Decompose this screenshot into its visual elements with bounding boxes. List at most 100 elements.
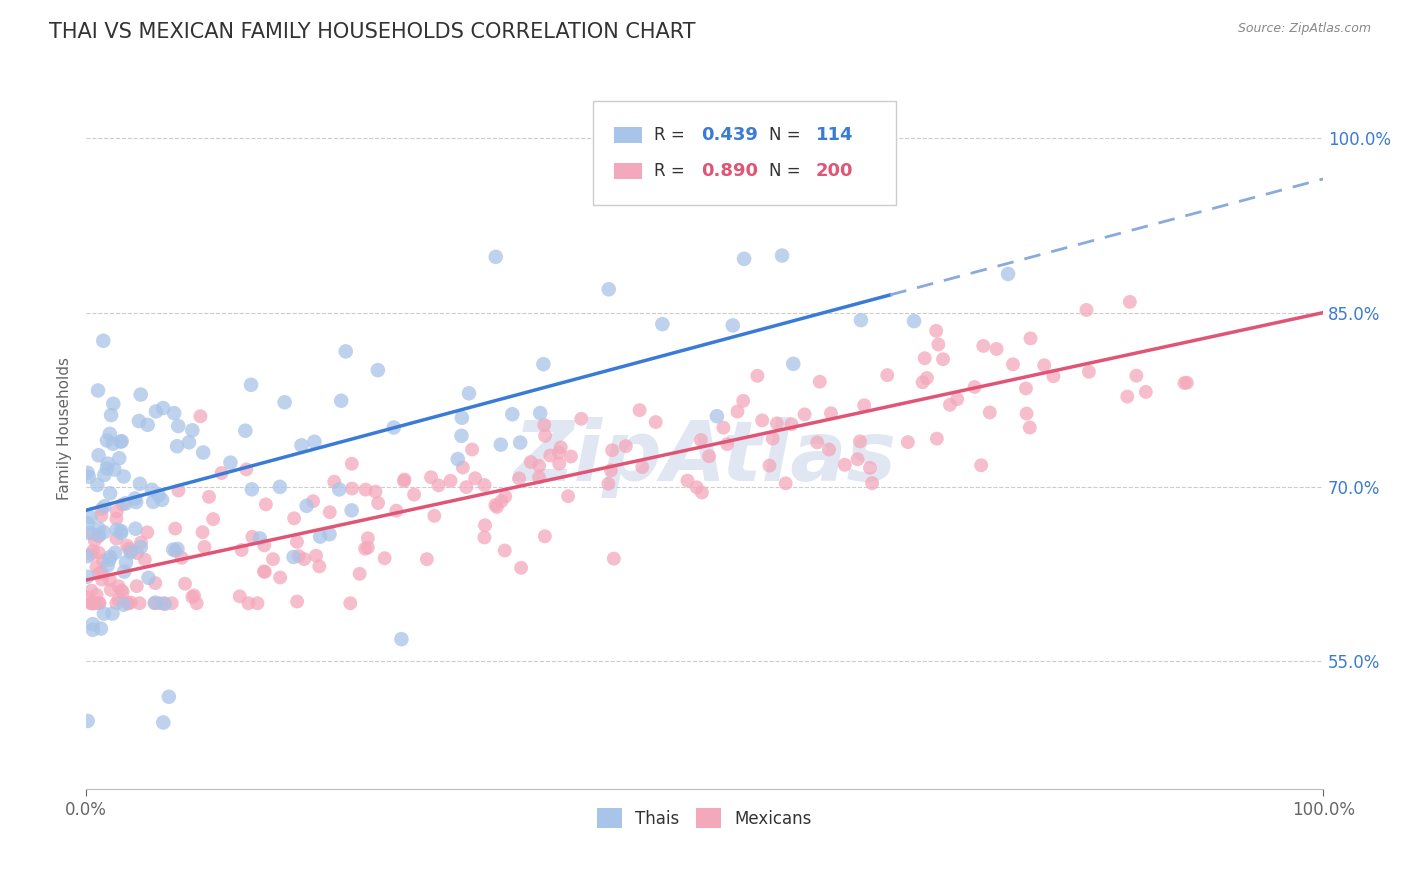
- Point: [569, 412, 592, 426]
- Point: [550, 441, 572, 455]
- Point: [447, 452, 470, 467]
- Point: [82, 623, 104, 637]
- Point: [107, 579, 129, 593]
- Point: [392, 474, 415, 488]
- Text: ZipAtlas: ZipAtlas: [513, 417, 896, 499]
- Point: [775, 476, 797, 491]
- Point: [90, 502, 112, 516]
- Point: [548, 445, 571, 459]
- Point: [128, 414, 150, 428]
- Point: [292, 552, 315, 566]
- Point: [339, 596, 361, 610]
- Point: [751, 413, 773, 427]
- Point: [491, 494, 513, 508]
- Point: [305, 549, 328, 563]
- Point: [330, 393, 353, 408]
- Point: [181, 423, 204, 437]
- Point: [103, 462, 125, 476]
- Text: 0.439: 0.439: [702, 126, 758, 144]
- Point: [283, 511, 305, 525]
- Point: [167, 419, 190, 434]
- Point: [125, 495, 148, 509]
- Point: [86, 560, 108, 574]
- Point: [808, 375, 831, 389]
- Text: Source: ZipAtlas.com: Source: ZipAtlas.com: [1237, 22, 1371, 36]
- Point: [86, 478, 108, 492]
- Point: [538, 449, 561, 463]
- Point: [249, 532, 271, 546]
- Point: [364, 484, 387, 499]
- Point: [269, 570, 291, 584]
- Point: [98, 486, 121, 500]
- Point: [177, 435, 200, 450]
- Point: [105, 504, 128, 518]
- Point: [416, 552, 439, 566]
- Text: R =: R =: [654, 161, 690, 180]
- Point: [1015, 407, 1038, 421]
- Point: [519, 455, 541, 469]
- Point: [283, 549, 305, 564]
- Point: [152, 715, 174, 730]
- Point: [125, 579, 148, 593]
- FancyBboxPatch shape: [614, 127, 641, 143]
- Point: [354, 483, 377, 497]
- Point: [128, 476, 150, 491]
- Point: [105, 532, 128, 546]
- Point: [925, 324, 948, 338]
- Point: [145, 404, 167, 418]
- Point: [706, 409, 728, 424]
- Point: [834, 458, 856, 472]
- Point: [328, 483, 350, 497]
- Point: [93, 500, 115, 514]
- Point: [464, 471, 486, 485]
- Point: [157, 690, 180, 704]
- Point: [87, 528, 110, 542]
- Point: [820, 406, 842, 420]
- Point: [849, 434, 872, 449]
- Point: [112, 565, 135, 579]
- Point: [82, 526, 104, 541]
- Point: [979, 405, 1001, 419]
- Point: [644, 415, 666, 429]
- Point: [302, 494, 325, 508]
- Point: [374, 551, 396, 566]
- Point: [501, 407, 523, 421]
- Point: [780, 417, 803, 432]
- Point: [963, 380, 986, 394]
- Point: [676, 474, 699, 488]
- Text: THAI VS MEXICAN FAMILY HOUSEHOLDS CORRELATION CHART: THAI VS MEXICAN FAMILY HOUSEHOLDS CORREL…: [49, 22, 696, 42]
- Point: [163, 406, 186, 420]
- Point: [727, 404, 749, 418]
- Point: [202, 512, 225, 526]
- Point: [165, 522, 187, 536]
- Point: [420, 470, 443, 484]
- Point: [970, 458, 993, 473]
- Y-axis label: Family Households: Family Households: [58, 358, 72, 500]
- Point: [166, 439, 188, 453]
- Point: [160, 596, 183, 610]
- Point: [87, 448, 110, 462]
- Point: [849, 313, 872, 327]
- Point: [651, 317, 673, 331]
- Point: [603, 551, 626, 566]
- Point: [262, 552, 284, 566]
- Point: [167, 483, 190, 498]
- Point: [93, 525, 115, 540]
- Point: [76, 570, 98, 584]
- Point: [115, 555, 138, 569]
- Point: [124, 491, 146, 506]
- Point: [129, 540, 152, 554]
- Point: [87, 384, 110, 398]
- Point: [190, 409, 212, 424]
- Point: [101, 607, 124, 621]
- Point: [117, 596, 139, 610]
- Point: [285, 534, 308, 549]
- Point: [531, 357, 554, 371]
- Point: [111, 497, 134, 511]
- Point: [598, 282, 620, 296]
- Point: [860, 476, 883, 491]
- Point: [534, 429, 557, 443]
- Point: [1175, 376, 1198, 390]
- Point: [631, 460, 654, 475]
- Point: [105, 523, 128, 537]
